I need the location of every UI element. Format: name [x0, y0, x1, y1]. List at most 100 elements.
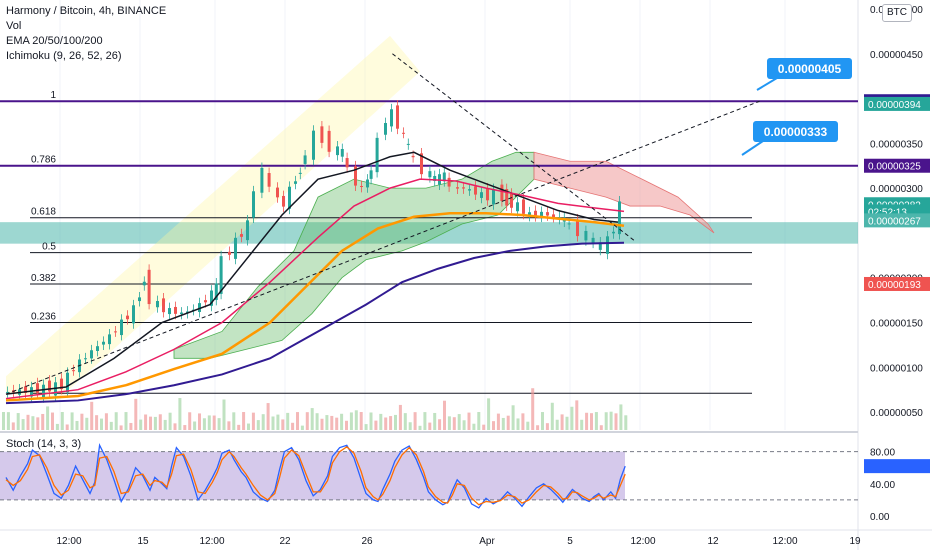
legend-ichimoku[interactable]: Ichimoku (9, 26, 52, 26) [6, 50, 122, 62]
price-axis: 0.000005000.000004500.000003500.00000300… [864, 5, 930, 419]
price-tick-6: 0.00000100 [870, 363, 923, 374]
volume-bar-28 [139, 419, 143, 430]
candle-body [411, 155, 415, 158]
volume-bar-105 [516, 418, 520, 430]
volume-bar-94 [462, 420, 466, 430]
candle-body [396, 105, 399, 129]
volume-bar-82 [403, 413, 407, 430]
candle-body [174, 306, 177, 314]
volume-bar-10 [51, 412, 54, 430]
candle-body [142, 281, 146, 286]
time-tick-5: Apr [479, 536, 495, 547]
currency-button[interactable]: BTC [882, 4, 912, 22]
volume-bar-64 [315, 413, 319, 430]
price-label-box-5 [864, 213, 930, 228]
volume-bar-3 [16, 413, 20, 430]
volume-bar-53 [261, 414, 265, 430]
candle-body [24, 386, 27, 393]
candle-body [612, 231, 615, 234]
volume-bar-63 [310, 408, 314, 430]
volume-bar-59 [291, 422, 295, 430]
legend-vol[interactable]: Vol [6, 20, 22, 32]
candle-body [447, 177, 451, 187]
ema-line-ema-200 [5, 241, 625, 405]
price-tick-5: 0.00000150 [870, 319, 923, 330]
candle-body [390, 109, 393, 127]
candle-body [474, 186, 477, 195]
volume-bar-127 [624, 415, 628, 430]
candle-body [456, 187, 459, 189]
candle-body [6, 391, 9, 393]
volume-bars [2, 388, 628, 430]
callout-box-1 [753, 121, 838, 142]
volume-bar-1 [6, 412, 10, 430]
volume-bar-90 [443, 400, 446, 430]
candle-body [162, 298, 165, 313]
candle-body [486, 188, 489, 201]
volume-bar-102 [501, 417, 505, 430]
candle-body [214, 283, 218, 300]
fib-zone [0, 35, 858, 404]
candle-body [468, 189, 471, 191]
volume-bar-120 [590, 413, 593, 430]
candle-body [288, 186, 291, 209]
volume-bar-39 [193, 421, 197, 430]
candle-body [246, 220, 249, 241]
price-label-6: 0.00000193 [868, 280, 921, 291]
candle-body [234, 237, 237, 259]
candle-body [510, 193, 513, 208]
volume-bar-88 [433, 412, 437, 430]
fib-label-4: 0.382 [31, 273, 56, 284]
volume-bar-75 [369, 412, 373, 430]
ichimoku-cloud-red [533, 151, 715, 234]
candle-body [420, 153, 423, 175]
volume-bar-42 [207, 415, 211, 430]
time-tick-8: 12 [707, 536, 719, 547]
volume-bar-49 [242, 412, 246, 430]
volume-bar-14 [70, 412, 74, 430]
price-label-box-1 [864, 96, 930, 111]
price-label-4: 02:52:13 [868, 207, 907, 218]
volume-bar-32 [158, 414, 162, 430]
candle-body [312, 130, 315, 160]
callout-pointer-1 [741, 140, 764, 156]
volume-bar-15 [75, 420, 79, 430]
legend-ema[interactable]: EMA 20/50/100/200 [6, 35, 103, 47]
volume-bar-7 [36, 417, 40, 430]
candle-body [294, 181, 297, 184]
volume-bar-12 [60, 412, 64, 430]
volume-bar-16 [80, 413, 84, 430]
volume-bar-48 [237, 424, 241, 430]
candle-body [132, 305, 135, 324]
candle-body [402, 132, 405, 134]
time-tick-10: 19 [849, 536, 861, 547]
volume-bar-76 [374, 420, 378, 430]
volume-bar-27 [134, 398, 138, 430]
candle-body [84, 358, 87, 360]
price-tick-2: 0.00000350 [870, 139, 923, 150]
candle-body [384, 122, 387, 135]
volume-bar-30 [149, 416, 152, 430]
volume-bar-103 [506, 415, 510, 430]
candle-body [108, 334, 111, 345]
time-tick-9: 12:00 [772, 536, 797, 547]
volume-bar-19 [95, 415, 99, 430]
volume-bar-41 [202, 418, 206, 430]
stoch-legend[interactable]: Stoch (14, 3, 3) [6, 438, 82, 450]
candle-body [180, 312, 183, 315]
candle-body [606, 236, 609, 254]
candle-body [260, 167, 264, 193]
candle-body [156, 301, 159, 308]
volume-bar-17 [85, 417, 89, 430]
volume-bar-2 [11, 422, 15, 430]
rising-channel [6, 35, 420, 404]
candle-body [114, 331, 117, 333]
candle-body [528, 212, 531, 217]
callout-text-0: 0.00000405 [778, 62, 842, 76]
volume-bar-98 [482, 424, 486, 430]
time-tick-2: 12:00 [199, 536, 224, 547]
time-tick-3: 22 [279, 536, 291, 547]
fib-label-0: 1 [50, 90, 56, 101]
